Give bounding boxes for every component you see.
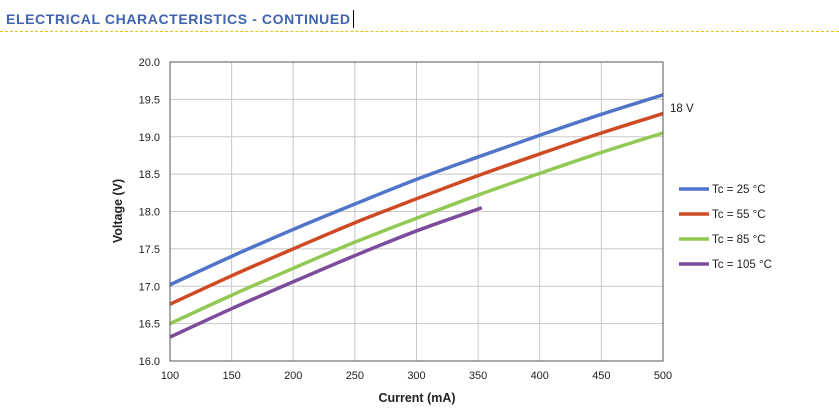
y-tick-label: 18.5 xyxy=(139,169,160,181)
grid xyxy=(169,61,664,362)
y-tick-label: 19.0 xyxy=(139,132,160,144)
plot-border xyxy=(169,61,664,362)
legend-item: Tc = 105 °C xyxy=(679,259,772,271)
legend-label: Tc = 85 °C xyxy=(712,234,766,246)
y-tick-label: 20.0 xyxy=(139,57,160,69)
x-tick-label: 350 xyxy=(469,370,487,382)
section-title: ELECTRICAL CHARACTERISTICS - CONTINUED xyxy=(6,11,351,27)
series-line xyxy=(169,206,483,339)
annotation-18v: 18 V xyxy=(670,103,694,115)
x-axis-label: Current (mA) xyxy=(378,391,455,405)
legend-item: Tc = 25 °C xyxy=(679,184,766,196)
y-tick-label: 16.5 xyxy=(139,319,160,331)
x-tick-label: 150 xyxy=(222,370,240,382)
x-tick-label: 200 xyxy=(284,370,302,382)
x-tick-label: 250 xyxy=(346,370,364,382)
series-line xyxy=(169,111,664,306)
section-header: ELECTRICAL CHARACTERISTICS - CONTINUED xyxy=(6,10,354,28)
tick-labels: 100 150 200 250 300 350 400 450 500 16.0 16.5 17.0 1… xyxy=(139,57,673,382)
legend: Tc = 25 °C Tc = 55 °C Tc = 85 °C Tc = 105 °… xyxy=(679,184,772,271)
legend-label: Tc = 105 °C xyxy=(712,259,772,271)
text-cursor xyxy=(352,10,354,28)
x-tick-label: 400 xyxy=(531,370,549,382)
legend-item: Tc = 85 °C xyxy=(679,234,766,246)
x-tick-label: 450 xyxy=(592,370,610,382)
y-tick-label: 16.0 xyxy=(139,356,160,368)
x-tick-label: 100 xyxy=(161,370,179,382)
x-tick-label: 500 xyxy=(654,370,672,382)
y-axis-label: Voltage (V) xyxy=(111,179,125,243)
series-lines xyxy=(169,93,664,339)
y-tick-label: 17.0 xyxy=(139,281,160,293)
legend-label: Tc = 55 °C xyxy=(712,209,766,221)
series-line xyxy=(169,131,664,326)
y-tick-label: 17.5 xyxy=(139,244,160,256)
legend-item: Tc = 55 °C xyxy=(679,209,766,221)
series-line xyxy=(169,93,664,287)
y-tick-label: 19.5 xyxy=(139,94,160,106)
y-tick-label: 18.0 xyxy=(139,207,160,219)
legend-label: Tc = 25 °C xyxy=(712,184,766,196)
x-tick-label: 300 xyxy=(407,370,425,382)
plot-frame xyxy=(169,61,664,362)
header-divider xyxy=(0,31,839,32)
